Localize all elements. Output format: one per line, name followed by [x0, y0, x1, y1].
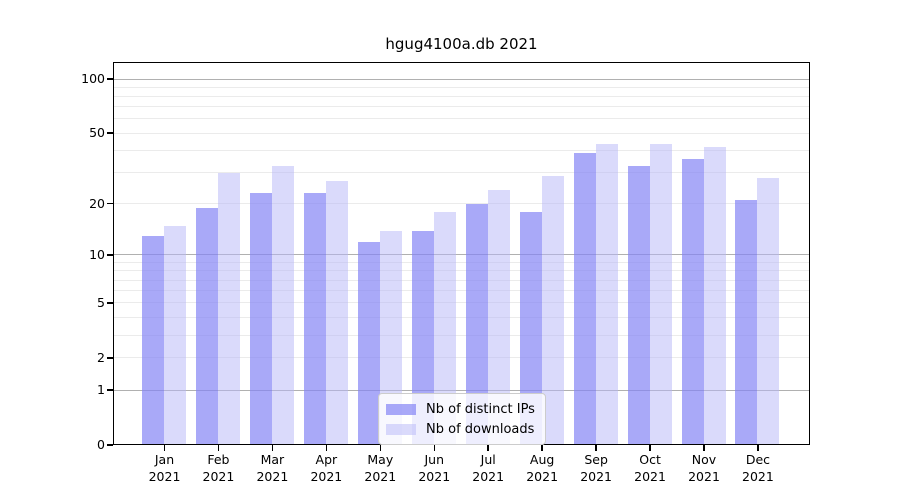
gridline-minor	[114, 357, 809, 359]
bar-distinct-ips-jan	[142, 236, 164, 444]
y-tick-mark	[107, 202, 113, 205]
bar-downloads-jun	[433, 212, 456, 444]
x-tick-label: Feb 2021	[202, 452, 235, 484]
chart-title: hgug4100a.db 2021	[385, 35, 538, 53]
gridline-major	[114, 78, 809, 80]
bar-distinct-ips-oct	[627, 165, 650, 444]
x-tick-label: Mar 2021	[256, 452, 289, 484]
y-tick-mark	[107, 78, 113, 80]
bar-distinct-ips-feb	[195, 207, 218, 444]
legend-label-distinct-ips: Nb of distinct IPs	[426, 401, 535, 417]
y-tick-label: 10	[89, 246, 105, 262]
legend-item-distinct-ips: Nb of distinct IPs	[386, 399, 537, 419]
x-tick-label: Jun 2021	[418, 452, 451, 484]
bar-downloads-aug	[541, 175, 564, 444]
bar-distinct-ips-jun	[411, 230, 434, 444]
y-tick-label: 5	[97, 294, 105, 310]
x-tick-mark	[217, 445, 220, 451]
y-tick-mark	[107, 357, 113, 359]
gridline-minor	[114, 106, 809, 108]
bar-downloads-feb	[217, 173, 240, 444]
y-tick-label: 100	[81, 71, 105, 86]
gridline-minor	[114, 118, 809, 120]
bar-distinct-ips-aug	[519, 212, 542, 444]
y-tick-label: 2	[97, 349, 105, 365]
bar-downloads-jul	[487, 190, 510, 444]
x-tick-mark	[595, 445, 597, 451]
bar-downloads-apr	[325, 181, 348, 444]
legend-item-downloads: Nb of downloads	[386, 419, 537, 439]
gridline-minor	[114, 302, 809, 304]
gridline-major	[114, 389, 809, 391]
y-tick-mark	[107, 132, 113, 134]
y-tick-mark	[107, 444, 113, 446]
bar-downloads-nov	[703, 147, 726, 444]
bar-distinct-ips-jul	[465, 204, 488, 444]
bar-downloads-dec	[757, 178, 780, 444]
bar-downloads-may	[379, 230, 402, 444]
gridline-major	[114, 254, 809, 256]
legend-swatch-downloads	[386, 423, 416, 435]
bar-downloads-sep	[595, 143, 618, 444]
x-tick-mark	[271, 445, 274, 451]
x-tick-mark	[487, 445, 489, 451]
y-tick-mark	[107, 302, 113, 304]
bar-distinct-ips-mar	[249, 193, 272, 444]
gridline-minor	[114, 150, 809, 151]
y-tick-mark	[107, 389, 113, 391]
gridline-minor	[114, 290, 809, 292]
x-tick-label: Jul 2021	[472, 452, 505, 484]
gridline-minor	[114, 96, 809, 97]
bar-distinct-ips-sep	[573, 152, 596, 444]
y-tick-label: 50	[89, 125, 105, 141]
x-tick-mark	[703, 445, 705, 451]
x-tick-mark	[433, 445, 435, 451]
gridline-minor	[114, 279, 809, 281]
y-tick-mark	[107, 254, 113, 256]
legend-swatch-distinct-ips	[386, 403, 416, 415]
x-tick-label: Apr 2021	[310, 452, 343, 484]
x-tick-label: Dec 2021	[742, 452, 774, 484]
x-tick-label: Nov 2021	[688, 452, 720, 484]
bar-distinct-ips-nov	[681, 159, 704, 444]
x-tick-label: Aug 2021	[526, 452, 559, 484]
y-tick-label: 20	[89, 195, 105, 211]
bars-layer	[114, 63, 809, 444]
bar-distinct-ips-dec	[735, 200, 758, 444]
gridline-minor	[114, 270, 809, 272]
bar-distinct-ips-apr	[303, 193, 326, 444]
x-tick-mark	[757, 445, 759, 451]
legend: Nb of distinct IPs Nb of downloads	[378, 393, 546, 445]
y-tick-label: 0	[97, 437, 105, 452]
bar-downloads-jan	[164, 225, 186, 444]
bar-distinct-ips-may	[357, 242, 380, 444]
x-tick-mark	[379, 445, 382, 451]
x-tick-mark	[163, 445, 166, 451]
x-tick-label: Sep 2021	[580, 452, 612, 484]
legend-label-downloads: Nb of downloads	[426, 421, 535, 437]
grid-layer	[114, 63, 809, 444]
x-tick-label: May 2021	[364, 452, 397, 484]
gridline-minor	[114, 132, 809, 134]
bar-downloads-oct	[649, 143, 672, 444]
gridline-minor	[114, 334, 809, 336]
x-tick-label: Oct 2021	[634, 452, 666, 484]
gridline-minor	[114, 316, 809, 318]
x-tick-label: Jan 2021	[148, 452, 181, 484]
x-tick-mark	[325, 445, 328, 451]
gridline-minor	[114, 172, 809, 174]
gridline-minor	[114, 203, 809, 205]
gridline-minor	[114, 86, 809, 88]
x-tick-mark	[649, 445, 651, 451]
gridline-minor	[114, 261, 809, 263]
x-tick-mark	[541, 445, 543, 451]
y-tick-label: 1	[97, 382, 105, 398]
bar-downloads-mar	[271, 165, 294, 444]
plot-area: Nb of distinct IPs Nb of downloads	[113, 62, 810, 445]
